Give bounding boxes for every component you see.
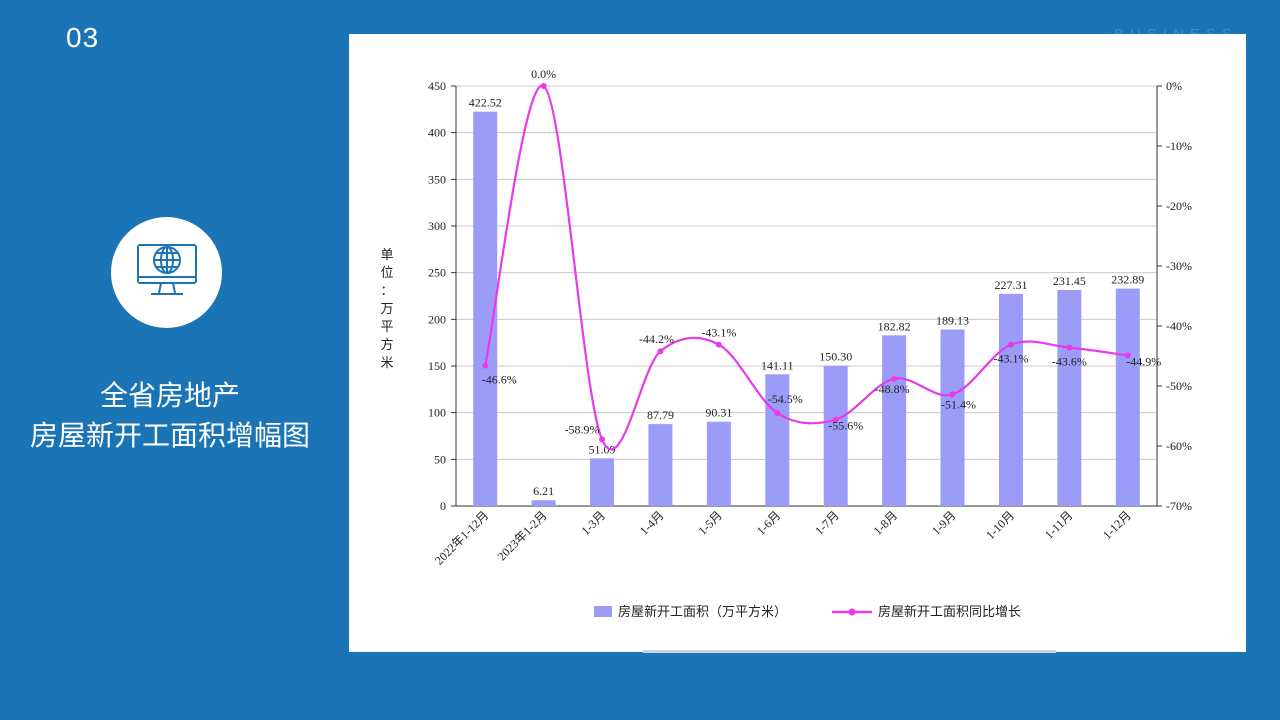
x-tick-label: 1-3月	[578, 508, 608, 538]
right-axis-tick-label: -40%	[1166, 319, 1192, 333]
right-axis-tick-label: -30%	[1166, 259, 1192, 273]
line-value-label: -44.9%	[1126, 354, 1161, 368]
right-axis-tick-label: -60%	[1166, 439, 1192, 453]
bar-value-label: 90.31	[705, 406, 732, 420]
bar-value-label: 6.21	[533, 484, 554, 498]
line-value-label: -44.2%	[639, 332, 674, 346]
left-axis-tick-label: 50	[434, 452, 446, 466]
left-axis-tick-label: 0	[440, 499, 446, 513]
right-axis-tick-label: -70%	[1166, 499, 1192, 513]
bar-value-label: 150.30	[819, 350, 852, 364]
line-point	[1007, 341, 1014, 348]
right-axis-tick-label: -20%	[1166, 199, 1192, 213]
x-tick-label: 1-7月	[812, 508, 842, 538]
left-axis-tick-label: 250	[428, 266, 446, 280]
left-axis-label-char: ：	[380, 284, 393, 299]
bar-value-label: 422.52	[469, 96, 502, 110]
left-axis-tick-label: 400	[428, 126, 446, 140]
x-tick-label: 1-4月	[637, 508, 667, 538]
legend-line-label: 房屋新开工面积同比增长	[878, 604, 1021, 620]
legend-line-marker	[848, 608, 856, 616]
bar-value-label: 87.79	[647, 408, 674, 422]
bar	[940, 329, 965, 506]
line-value-label: -43.1%	[701, 326, 736, 340]
left-axis-label-char: 位	[380, 266, 393, 281]
bottom-strip	[643, 650, 1056, 653]
icon-badge	[111, 217, 222, 328]
right-axis-tick-label: -50%	[1166, 379, 1192, 393]
left-axis-tick-label: 350	[428, 172, 446, 186]
left-axis-tick-label: 450	[428, 79, 446, 93]
globe-monitor-icon	[137, 244, 197, 295]
left-axis-tick-label: 150	[428, 359, 446, 373]
chart-card: 0 50 100 150 200 250 300 350 400 450 0% -10% -20% -30…	[349, 34, 1246, 652]
bar-value-label: 141.11	[761, 358, 794, 372]
right-axis-tick-label: -10%	[1166, 139, 1192, 153]
bar-value-label: 227.31	[994, 278, 1027, 292]
line-value-label: -43.1%	[993, 352, 1028, 366]
line-value-label: -58.9%	[565, 422, 600, 436]
x-tick-label: 1-9月	[929, 508, 959, 538]
line-point	[832, 416, 839, 423]
x-tick-label: 1-8月	[871, 508, 901, 538]
left-axis-tick-label: 300	[428, 219, 446, 233]
bar	[1115, 288, 1140, 506]
line-point	[1066, 344, 1073, 351]
legend-bar-swatch	[594, 606, 612, 617]
x-tick-label: 1-10月	[983, 508, 1017, 542]
slide-title-line2: 房屋新开工面积增幅图	[29, 419, 310, 452]
line-value-label: -46.6%	[482, 373, 517, 387]
line-value-label: -55.6%	[828, 419, 863, 433]
left-axis-label-char: 万	[380, 302, 393, 317]
slide-title: 全省房地产 房屋新开工面积增幅图	[0, 376, 340, 456]
bar	[648, 424, 673, 506]
left-axis-label-char: 平	[380, 320, 393, 335]
line-value-label: -54.5%	[768, 392, 803, 406]
bar	[882, 335, 907, 506]
line-value-label: -43.6%	[1052, 355, 1087, 369]
bar	[706, 421, 731, 506]
bar-value-label: 232.89	[1111, 273, 1144, 287]
left-axis-label-char: 方	[380, 337, 393, 353]
growth-line	[484, 84, 1128, 451]
slide-number: 03	[66, 22, 100, 53]
line-point	[540, 83, 547, 89]
bar-value-label: 189.13	[936, 313, 969, 327]
line-point	[774, 410, 781, 416]
bar-value-label: 51.09	[589, 442, 616, 456]
line-point	[657, 348, 664, 355]
bar	[998, 293, 1023, 506]
bar	[823, 365, 848, 506]
bar-value-label: 182.82	[878, 319, 911, 333]
legend-bar-label: 房屋新开工面积（万平方米）	[618, 604, 787, 620]
x-tick-label: 2022年1-12月	[432, 508, 491, 567]
bar	[473, 111, 498, 506]
left-axis-label-char: 单	[380, 248, 393, 263]
bar-value-label: 231.45	[1053, 274, 1086, 288]
line-value-label: -48.8%	[875, 382, 910, 396]
left-axis-label-char: 米	[380, 356, 393, 371]
right-axis-tick-label: 0%	[1166, 79, 1182, 93]
left-axis-tick-label: 100	[428, 406, 446, 420]
line-point	[949, 391, 956, 398]
line-point	[715, 341, 722, 348]
bar	[531, 500, 556, 506]
slide-title-line1: 全省房地产	[99, 379, 240, 412]
x-tick-label: 1-12月	[1100, 508, 1134, 542]
line-point	[891, 375, 898, 382]
chart: 0 50 100 150 200 250 300 350 400 450 0% -10% -20% -30…	[380, 67, 1192, 620]
line-value-label: 0.0%	[531, 67, 556, 81]
line-value-label: -51.4%	[941, 397, 976, 411]
line-point	[482, 362, 489, 369]
line-point	[599, 436, 606, 443]
x-tick-label: 2023年1-2月	[495, 508, 550, 563]
bar	[590, 458, 615, 506]
left-axis-tick-label: 200	[428, 312, 446, 326]
x-tick-label: 1-6月	[754, 508, 784, 538]
bar	[765, 374, 790, 506]
bar	[1057, 289, 1082, 506]
x-tick-label: 1-5月	[695, 508, 725, 538]
x-tick-label: 1-11月	[1042, 508, 1076, 542]
line-point	[1124, 352, 1131, 359]
